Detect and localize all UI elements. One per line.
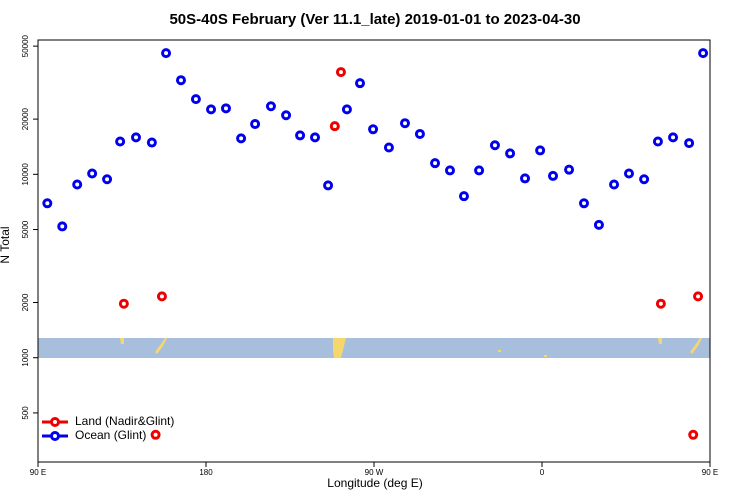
y-tick-label: 20000 xyxy=(21,107,30,130)
point xyxy=(355,78,365,89)
point xyxy=(335,67,346,78)
point xyxy=(150,429,161,440)
point xyxy=(236,133,247,144)
point xyxy=(489,140,500,151)
point xyxy=(474,165,485,176)
x-tick-label: 90 W xyxy=(365,468,384,477)
point xyxy=(115,136,126,147)
point xyxy=(206,104,217,115)
point xyxy=(548,170,559,181)
x-tick-label: 90 E xyxy=(702,468,718,477)
y-tick-label: 2000 xyxy=(21,293,30,311)
point xyxy=(281,110,292,121)
point xyxy=(102,174,113,185)
point xyxy=(593,219,604,230)
chart-title: 50S-40S February (Ver 11.1_late) 2019-01… xyxy=(169,11,580,28)
legend-marker xyxy=(50,417,60,427)
point xyxy=(688,429,699,440)
point xyxy=(684,138,695,149)
point xyxy=(698,48,709,59)
map-strip xyxy=(38,338,710,358)
point xyxy=(42,198,53,209)
point xyxy=(564,164,575,175)
y-tick-label: 10000 xyxy=(21,163,30,186)
x-tick-label: 90 E xyxy=(30,468,46,477)
point xyxy=(368,124,379,135)
point xyxy=(655,298,666,309)
point xyxy=(414,128,425,139)
point xyxy=(535,145,546,156)
point xyxy=(161,48,172,59)
plot-frame xyxy=(37,39,711,463)
point xyxy=(131,132,141,143)
x-tick-label: 180 xyxy=(199,468,213,477)
legend-marker xyxy=(50,431,60,441)
point xyxy=(118,298,129,309)
point xyxy=(220,103,231,114)
x-tick-label: 0 xyxy=(540,468,545,477)
y-tick-label: 50000 xyxy=(21,34,30,57)
y-tick-label: 1000 xyxy=(21,348,30,366)
point xyxy=(520,173,531,184)
y-tick-label: 5000 xyxy=(21,220,30,238)
point xyxy=(430,158,441,169)
point xyxy=(668,132,679,143)
point xyxy=(505,148,516,159)
point xyxy=(444,165,455,176)
legend-label: Land (Nadir&Glint) xyxy=(75,414,174,428)
point xyxy=(609,179,620,190)
legend-label: Ocean (Glint) xyxy=(75,428,146,442)
point xyxy=(329,121,340,132)
point xyxy=(693,291,704,302)
point xyxy=(57,221,68,232)
point xyxy=(265,101,276,112)
point xyxy=(250,119,261,130)
point xyxy=(310,132,321,143)
x-axis-label: Longitude (deg E) xyxy=(327,476,422,490)
point xyxy=(652,136,663,147)
point xyxy=(175,75,186,86)
point xyxy=(323,180,334,191)
y-tick-label: 500 xyxy=(21,406,30,420)
point xyxy=(341,104,352,115)
point xyxy=(295,130,306,141)
point xyxy=(458,191,469,202)
point xyxy=(383,142,394,153)
point xyxy=(156,291,167,302)
point xyxy=(579,198,589,209)
point xyxy=(146,137,157,148)
y-axis-label: N Total xyxy=(0,226,12,263)
point xyxy=(72,179,83,190)
point xyxy=(623,168,634,179)
point xyxy=(87,168,98,179)
point xyxy=(639,174,650,185)
point xyxy=(190,94,201,105)
point xyxy=(399,118,410,129)
